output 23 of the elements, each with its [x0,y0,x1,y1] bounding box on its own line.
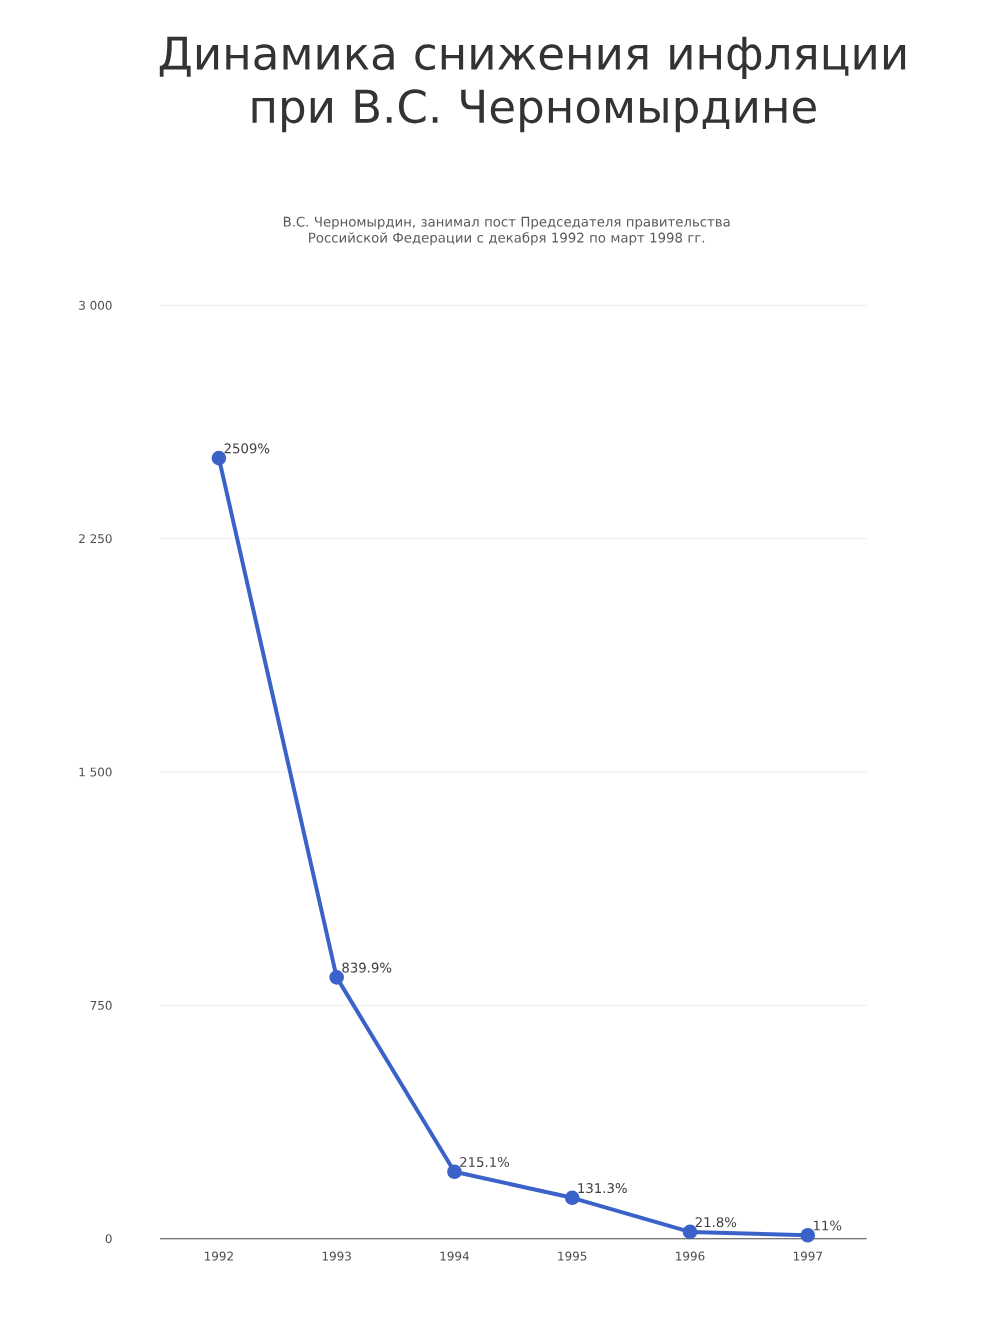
point [800,1227,816,1243]
data-label: 2509% [224,443,270,454]
x-tick-label: 1993 [322,1251,351,1261]
chart-subtitle: В.С. Черномырдин, занимал пост Председателя правительства Российской Федерации с декабря 1992 по март 1998 гг. [283,216,730,246]
point [447,1164,462,1180]
chart-title: Динамика снижения инфляции при В.С. Черномырдине [159,36,906,133]
x-tick-label: 1995 [558,1251,587,1261]
x-tick-label: 1997 [793,1251,822,1261]
data-label: 11% [813,1220,842,1231]
x-tick-label: 1992 [204,1251,233,1261]
data-label: 215.1% [460,1156,510,1168]
y-tick-label: 750 [90,1000,112,1010]
x-tick-label: 1994 [440,1251,469,1261]
y-tick-label: 3 000 [79,300,112,310]
x-tick-label: 1996 [676,1251,705,1261]
point [329,970,344,985]
point [564,1190,580,1206]
y-tick-label: 2 250 [79,534,112,544]
y-tick-label: 0 [105,1234,112,1244]
data-label: 131.3% [578,1183,627,1194]
data-label: 839.9% [342,962,392,973]
data-label: 21.8% [695,1217,737,1228]
y-tick-label: 1 500 [79,767,112,777]
